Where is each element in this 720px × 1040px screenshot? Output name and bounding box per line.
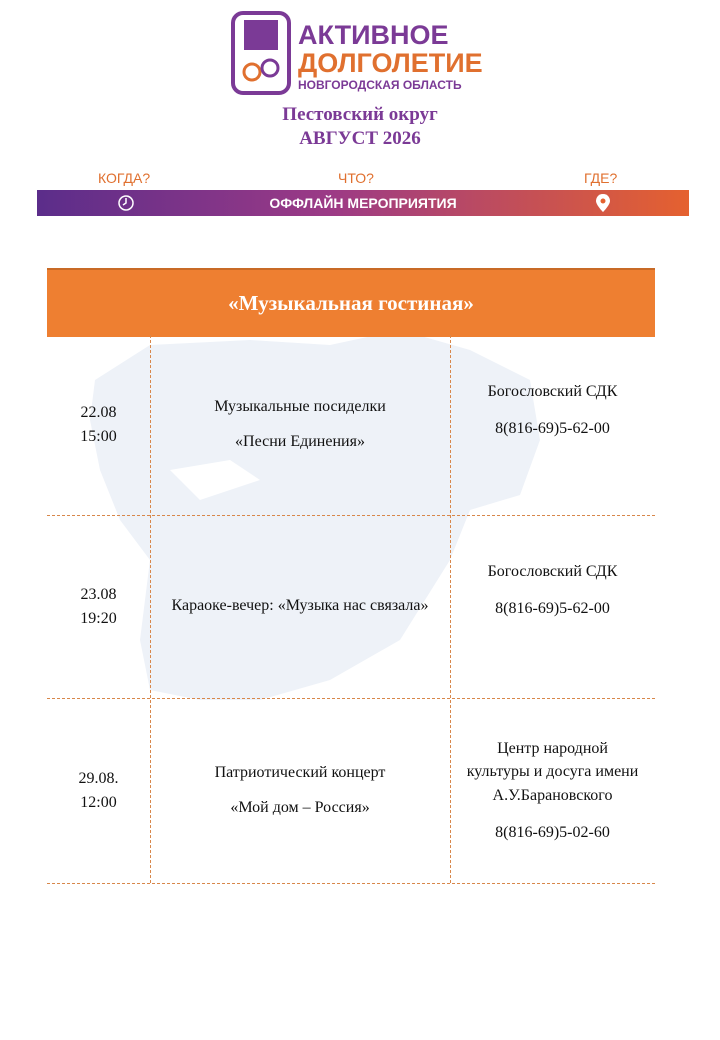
place: Центр народной культуры и досуга имени А…	[466, 740, 639, 804]
district: Пестовский округ	[282, 104, 438, 125]
row-divider	[47, 515, 655, 516]
logo-icon	[231, 11, 291, 95]
date: 22.08	[80, 404, 117, 421]
time: 12:00	[80, 793, 117, 811]
where-label: ГДЕ?	[584, 170, 618, 186]
table-title: «Музыкальная гостиная»	[47, 268, 655, 337]
logo-title: ДОЛГОЛЕТИЕ	[298, 48, 483, 78]
date: 23.08	[80, 585, 117, 603]
place: Богословский СДК	[487, 383, 618, 400]
when-label: КОГДА?	[98, 170, 151, 186]
event-cell: Караоке-вечер: «Музыка нас связала»	[165, 515, 435, 698]
place-cell: Богословский СДК 8(816-69)5-62-00	[465, 515, 640, 698]
event-cell: Патриотический концерт «Мой дом – Россия»	[165, 698, 435, 883]
time: 15:00	[80, 428, 117, 445]
bar-label: ОФФЛАЙН МЕРОПРИЯТИЯ	[269, 195, 457, 211]
phone: 8(816-69)5-62-00	[495, 600, 610, 618]
column-divider	[450, 335, 451, 883]
what-label: ЧТО?	[338, 170, 374, 186]
time: 19:20	[80, 609, 117, 627]
month: АВГУСТ 2026	[299, 128, 421, 149]
row-divider	[47, 698, 655, 699]
row-divider	[47, 883, 655, 884]
gradient-bar: ОФФЛАЙН МЕРОПРИЯТИЯ	[37, 190, 689, 216]
clock-icon	[118, 195, 134, 211]
pin-icon	[596, 194, 610, 212]
date-cell: 22.08 15:00	[47, 335, 150, 515]
place: Богословский СДК	[487, 563, 618, 580]
place-cell: Богословский СДК 8(816-69)5-62-00	[465, 335, 640, 515]
event-text: Патриотический концерт	[214, 763, 386, 781]
date: 29.08.	[78, 769, 119, 787]
column-divider	[150, 335, 151, 883]
event-text: «Песни Единения»	[235, 433, 365, 450]
date-cell: 29.08. 12:00	[47, 698, 150, 883]
event-text: Караоке-вечер: «Музыка нас связала»	[171, 597, 429, 615]
phone: 8(816-69)5-02-60	[495, 823, 610, 841]
event-text: «Мой дом – Россия»	[230, 798, 370, 816]
logo-subtitle: НОВГОРОДСКАЯ ОБЛАСТЬ	[298, 78, 462, 92]
event-text: Музыкальные посиделки	[214, 398, 386, 416]
date-cell: 23.08 19:20	[47, 515, 150, 698]
logo-title: АКТИВНОЕ	[298, 20, 449, 50]
phone: 8(816-69)5-62-00	[495, 420, 610, 438]
place-cell: Центр народной культуры и досуга имени А…	[465, 698, 640, 883]
event-cell: Музыкальные посиделки «Песни Единения»	[165, 335, 435, 515]
